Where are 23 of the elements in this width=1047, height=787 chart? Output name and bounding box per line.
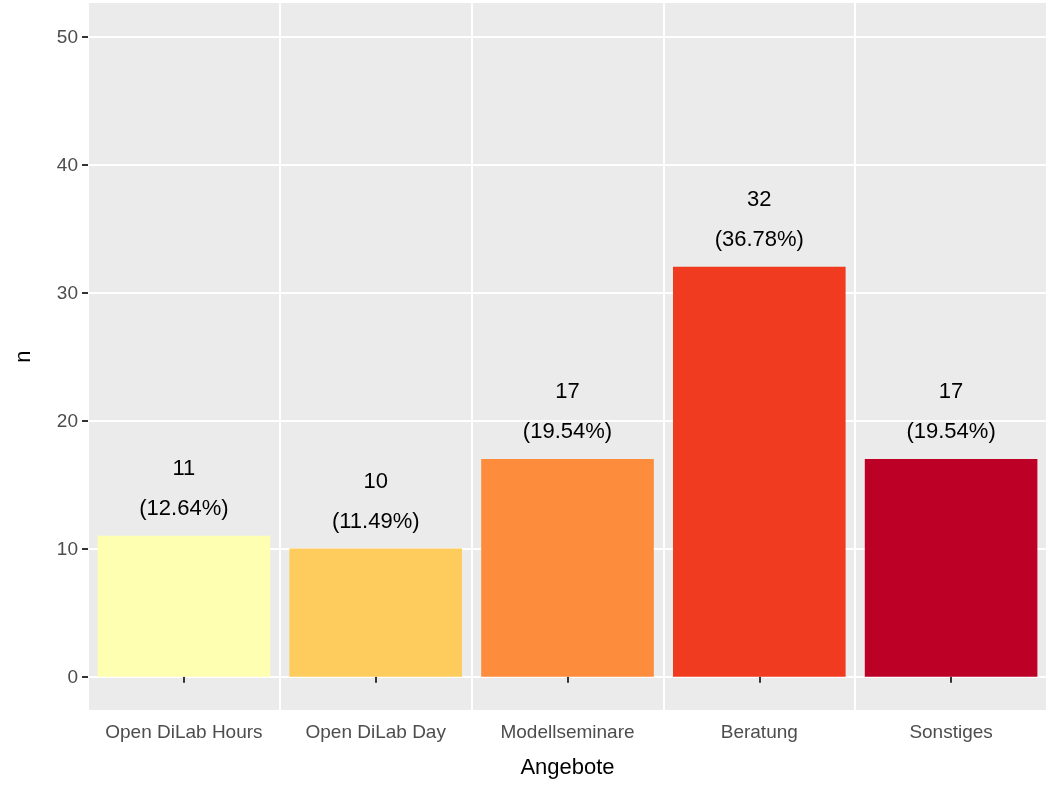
y-tick-label: 10 xyxy=(56,538,78,560)
data-label: 11 (12.64%) xyxy=(139,455,229,521)
x-tick-label: Open DiLab Hours xyxy=(105,721,263,742)
data-label: 32 (36.78%) xyxy=(714,186,804,252)
x-tick-label: Beratung xyxy=(720,721,798,742)
bar xyxy=(672,266,846,677)
bar xyxy=(864,458,1038,677)
x-tick-label: Modellseminare xyxy=(500,721,635,742)
x-tick-label: Open DiLab Day xyxy=(305,721,447,742)
data-label: 10 (11.49%) xyxy=(331,468,420,534)
y-tick-label: 30 xyxy=(56,281,78,303)
y-tick-label: 0 xyxy=(67,666,78,688)
x-tick-label: Sonstiges xyxy=(909,721,993,742)
y-tick-label: 20 xyxy=(56,410,78,432)
y-tick-label: 50 xyxy=(56,25,78,47)
data-label: 17 (19.54%) xyxy=(906,378,996,444)
bar xyxy=(481,458,654,677)
data-label: 17 (19.54%) xyxy=(522,378,613,444)
y-axis-title: n xyxy=(9,350,35,363)
y-tick-label: 40 xyxy=(56,153,78,175)
bar xyxy=(289,548,463,677)
bar xyxy=(97,535,271,677)
x-axis-title: Angebote xyxy=(520,753,615,779)
